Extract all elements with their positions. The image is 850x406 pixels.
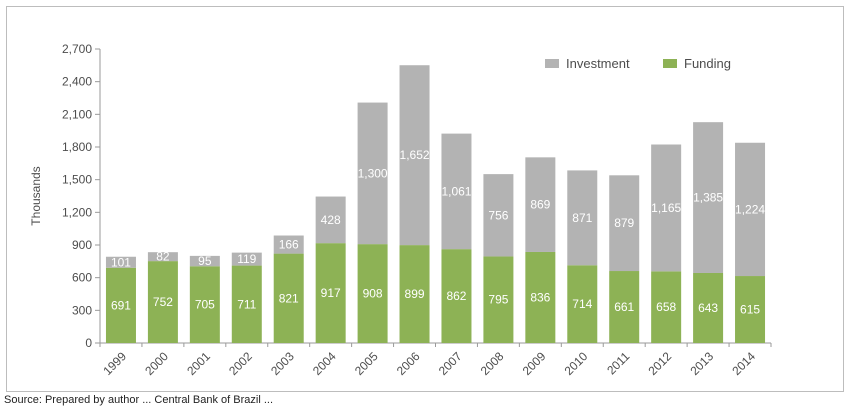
x-tick-label: 2005	[352, 349, 381, 378]
data-label-investment: 95	[198, 254, 212, 268]
bar-investment	[651, 144, 682, 272]
bar-funding	[147, 261, 178, 343]
x-tick-label: 2008	[478, 349, 507, 378]
y-tick-label: 2,700	[62, 42, 92, 56]
x-tick-label: 2007	[436, 349, 465, 378]
bar-funding	[357, 244, 388, 343]
legend-swatch-investment	[545, 59, 559, 68]
data-label-funding: 705	[195, 298, 215, 312]
bar-funding	[189, 266, 220, 343]
data-label-funding: 795	[488, 293, 508, 307]
data-label-funding: 643	[698, 301, 718, 315]
data-label-funding: 862	[446, 289, 466, 303]
bar-investment	[693, 122, 724, 273]
stacked-bar-chart: 0 300 600 900 1,200 1,500 1,800 2,100 2,400 2,700…	[29, 42, 772, 378]
x-tick-label: 1999	[100, 349, 129, 378]
bar-investment	[105, 256, 136, 268]
data-label-investment: 1,652	[400, 148, 430, 162]
data-label-investment: 1,385	[693, 191, 723, 205]
data-label-funding: 917	[321, 286, 341, 300]
bar-investment	[441, 133, 472, 250]
y-tick-label: 0	[85, 336, 92, 350]
bar-investment	[147, 252, 178, 262]
data-label-funding: 691	[111, 298, 131, 312]
data-label-investment: 428	[321, 213, 341, 227]
x-tick-label: 2009	[520, 349, 549, 378]
data-label-investment: 82	[156, 250, 170, 264]
y-tick-label: 1,500	[62, 173, 92, 187]
bar-investment	[315, 196, 346, 244]
data-label-investment: 1,224	[735, 202, 765, 216]
y-axis-title: Thousands	[29, 166, 43, 225]
x-tick-label: 2006	[394, 349, 423, 378]
x-tick-label: 2000	[142, 349, 171, 378]
data-label-investment: 869	[530, 198, 550, 212]
data-label-funding: 899	[405, 287, 425, 301]
data-label-investment: 101	[111, 255, 131, 269]
data-label-investment: 879	[614, 216, 634, 230]
bar-funding	[525, 251, 556, 343]
bar-funding	[441, 249, 472, 343]
bar-funding	[273, 253, 304, 343]
bar-funding	[399, 245, 430, 343]
bar-funding	[609, 271, 640, 343]
x-tick-label: 2001	[184, 349, 213, 378]
data-label-funding: 615	[740, 303, 760, 317]
data-label-funding: 908	[363, 287, 383, 301]
bar-investment	[525, 157, 556, 252]
data-label-funding: 714	[572, 297, 592, 311]
data-label-funding: 661	[614, 300, 634, 314]
x-tick-label: 2004	[310, 349, 339, 378]
chart-frame: 0 300 600 900 1,200 1,500 1,800 2,100 2,400 2,700…	[6, 6, 844, 392]
bar-funding	[567, 265, 598, 343]
x-tick-label: 2003	[268, 349, 297, 378]
data-label-investment: 119	[237, 252, 256, 266]
y-tick-label: 600	[72, 271, 92, 285]
y-tick-label: 1,200	[62, 205, 92, 219]
data-label-funding: 836	[530, 290, 550, 304]
data-label-investment: 1,165	[651, 201, 681, 215]
bar-funding	[483, 256, 514, 343]
x-tick-label: 2002	[226, 349, 255, 378]
data-label-funding: 821	[279, 291, 299, 305]
bar-investment	[735, 142, 766, 277]
bar-funding	[231, 265, 262, 343]
bar-funding	[651, 271, 682, 343]
data-label-investment: 871	[572, 211, 592, 225]
x-tick-label: 2014	[729, 349, 758, 378]
y-tick-label: 1,800	[62, 140, 92, 154]
y-tick-label: 2,100	[62, 107, 92, 121]
bar-investment	[399, 65, 430, 246]
bar-funding	[693, 272, 724, 343]
legend-swatch-funding	[663, 59, 677, 68]
data-label-funding: 752	[153, 295, 173, 309]
bar-investment	[189, 255, 220, 267]
bar-investment	[483, 174, 514, 257]
bar-investment	[609, 175, 640, 272]
bar-funding	[735, 276, 766, 343]
x-tick-label: 2012	[645, 349, 674, 378]
data-label-investment: 166	[279, 238, 299, 252]
y-tick-label: 2,400	[62, 75, 92, 89]
data-label-investment: 1,061	[441, 184, 471, 198]
bar-investment	[357, 102, 388, 245]
legend-label-funding: Funding	[684, 56, 731, 71]
data-label-investment: 1,300	[358, 166, 388, 180]
bar-investment	[567, 170, 598, 266]
y-tick-label: 300	[72, 303, 92, 317]
bar-funding	[315, 243, 346, 343]
x-tick-label: 2010	[562, 349, 591, 378]
x-tick-label: 2013	[687, 349, 716, 378]
source-note: Source: Prepared by author ... Central B…	[4, 394, 274, 406]
legend-label-investment: Investment	[566, 56, 630, 71]
bar-investment	[273, 235, 304, 254]
bar-investment	[231, 252, 262, 266]
x-tick-label: 2011	[604, 349, 632, 377]
data-label-investment: 756	[488, 208, 508, 222]
bar-funding	[105, 267, 136, 343]
data-label-funding: 658	[656, 300, 676, 314]
y-tick-label: 900	[72, 238, 92, 252]
data-label-funding: 711	[237, 297, 256, 311]
